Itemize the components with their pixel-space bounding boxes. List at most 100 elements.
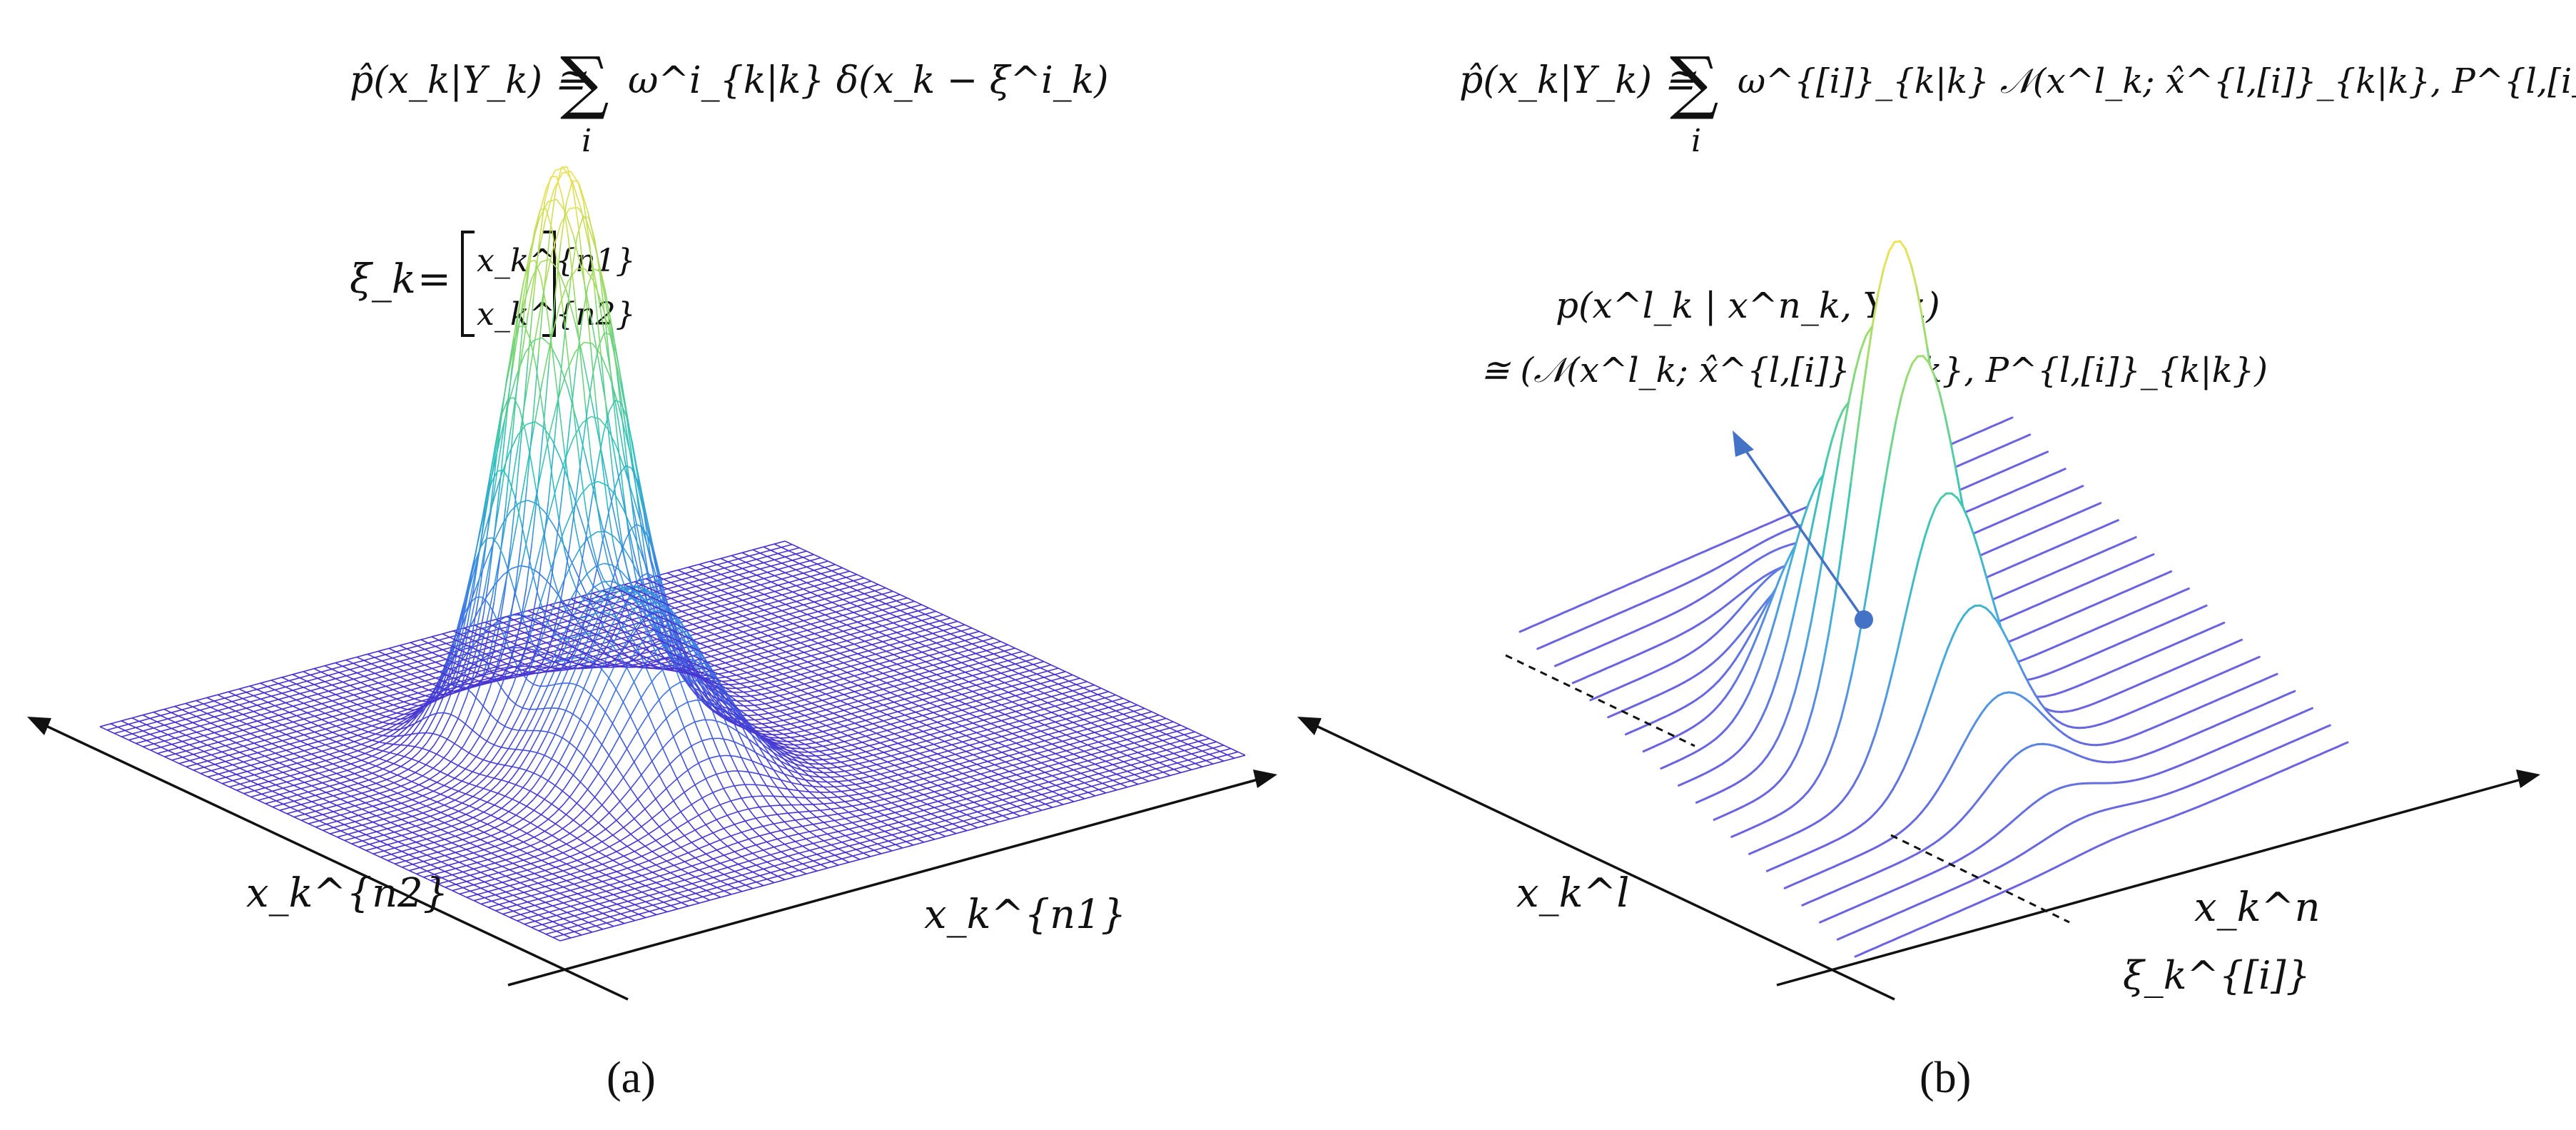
mesh-line-u	[596, 848, 606, 854]
mesh-line-u	[616, 465, 626, 511]
mesh-line-u	[966, 812, 976, 816]
mesh-line-u	[792, 735, 802, 738]
mesh-line-u	[786, 774, 796, 778]
mesh-line-u	[619, 745, 630, 760]
mesh-line-u	[336, 770, 345, 775]
mesh-line-u	[584, 814, 594, 823]
mesh-line-u	[716, 771, 726, 775]
mesh-line-u	[857, 666, 867, 670]
mesh-line-u	[558, 747, 568, 764]
mesh-line-u	[1043, 759, 1053, 763]
mesh-line-u	[343, 710, 353, 715]
mesh-line-u	[459, 891, 469, 895]
mesh-line-u	[369, 666, 379, 670]
mesh-line-u	[236, 787, 245, 791]
mesh-line-u	[900, 655, 910, 659]
mesh-line-u	[507, 814, 517, 822]
mesh-line-u	[1028, 721, 1038, 725]
mesh-line-u	[671, 681, 681, 688]
mesh-line-u	[727, 643, 736, 647]
mesh-line-u	[680, 805, 690, 812]
mesh-line-u	[615, 907, 625, 911]
mesh-line-u	[677, 582, 687, 587]
mesh-line-u	[886, 812, 896, 816]
mesh-line-u	[505, 763, 515, 776]
mesh-line-u	[871, 773, 881, 777]
right-bracket	[542, 231, 556, 337]
mesh-line-u	[693, 837, 703, 842]
mesh-line-u	[771, 626, 781, 630]
mesh-line-u	[871, 679, 880, 683]
mesh-line-u	[901, 782, 911, 785]
mesh-line-u	[322, 795, 332, 799]
mesh-line-u	[313, 798, 323, 802]
mesh-line-u	[871, 641, 881, 645]
mesh-line-u	[764, 722, 773, 725]
mesh-line-u	[883, 590, 893, 595]
mesh-line-u	[699, 852, 709, 857]
mesh-line-u	[921, 702, 930, 706]
state-vector-equals: =	[417, 256, 451, 303]
mesh-line-u	[447, 740, 457, 753]
mesh-line-u	[588, 919, 598, 924]
mesh-line-u	[845, 816, 854, 819]
mesh-line-u	[108, 721, 118, 725]
mesh-line-u	[579, 855, 589, 860]
mesh-line-u	[595, 762, 606, 777]
mesh-line-u	[529, 898, 539, 902]
mesh-line-u	[466, 669, 476, 697]
mesh-line-u	[228, 689, 238, 692]
mesh-line-u	[488, 784, 498, 794]
mesh-line-u	[586, 859, 596, 864]
mesh-line-u	[428, 852, 438, 855]
mesh-line-u	[567, 728, 577, 747]
mesh-line-u	[435, 785, 445, 791]
mesh-line-u	[453, 633, 463, 667]
mesh-line-u	[995, 793, 1004, 797]
mesh-line-u	[836, 688, 846, 692]
mesh-line-u	[594, 642, 604, 663]
mesh-line-u	[1035, 724, 1045, 728]
mesh-line-u	[721, 602, 730, 607]
mesh-line-u	[236, 686, 246, 690]
mesh-line-u	[587, 776, 597, 790]
mesh-line-u	[980, 787, 990, 791]
mesh-line-u	[617, 793, 627, 804]
mesh-line-u	[242, 695, 252, 700]
mesh-line-u	[887, 743, 896, 747]
mesh-line-u	[699, 777, 709, 783]
mesh-line-u	[706, 627, 716, 632]
mesh-line-u	[567, 828, 577, 836]
mesh-line-u	[893, 815, 903, 819]
mesh-line-u	[220, 722, 229, 727]
mesh-line-u	[277, 717, 286, 722]
mesh-line-u	[483, 759, 494, 770]
mesh-line-u	[942, 649, 951, 653]
mesh-line-u	[370, 698, 379, 702]
mesh-line-u	[771, 725, 780, 728]
mesh-line-u	[634, 617, 644, 630]
mesh-line-u	[269, 682, 279, 687]
mesh-line-u	[758, 712, 767, 716]
mesh-line-u	[622, 685, 633, 702]
mesh-line-u	[607, 429, 618, 448]
mesh-line-u	[529, 816, 539, 824]
mesh-line-u	[481, 782, 491, 791]
mesh-line-u	[487, 698, 498, 720]
mesh-line-u	[498, 663, 507, 667]
mesh-line-u	[798, 582, 807, 586]
mesh-line-u	[193, 735, 202, 740]
mesh-line-u	[285, 715, 295, 720]
mesh-line-u	[802, 824, 811, 827]
mesh-line-u	[744, 818, 754, 822]
mesh-line-u	[893, 752, 902, 756]
mesh-line-u	[383, 770, 393, 776]
mesh-line-u	[712, 637, 722, 641]
mesh-line-u	[300, 754, 310, 758]
mesh-line-u	[841, 634, 851, 637]
mesh-line-u	[527, 835, 537, 841]
mesh-line-u	[725, 843, 734, 848]
mesh-line-u	[520, 261, 530, 313]
mesh-line-u	[284, 753, 294, 757]
mesh-line-u	[766, 839, 776, 843]
